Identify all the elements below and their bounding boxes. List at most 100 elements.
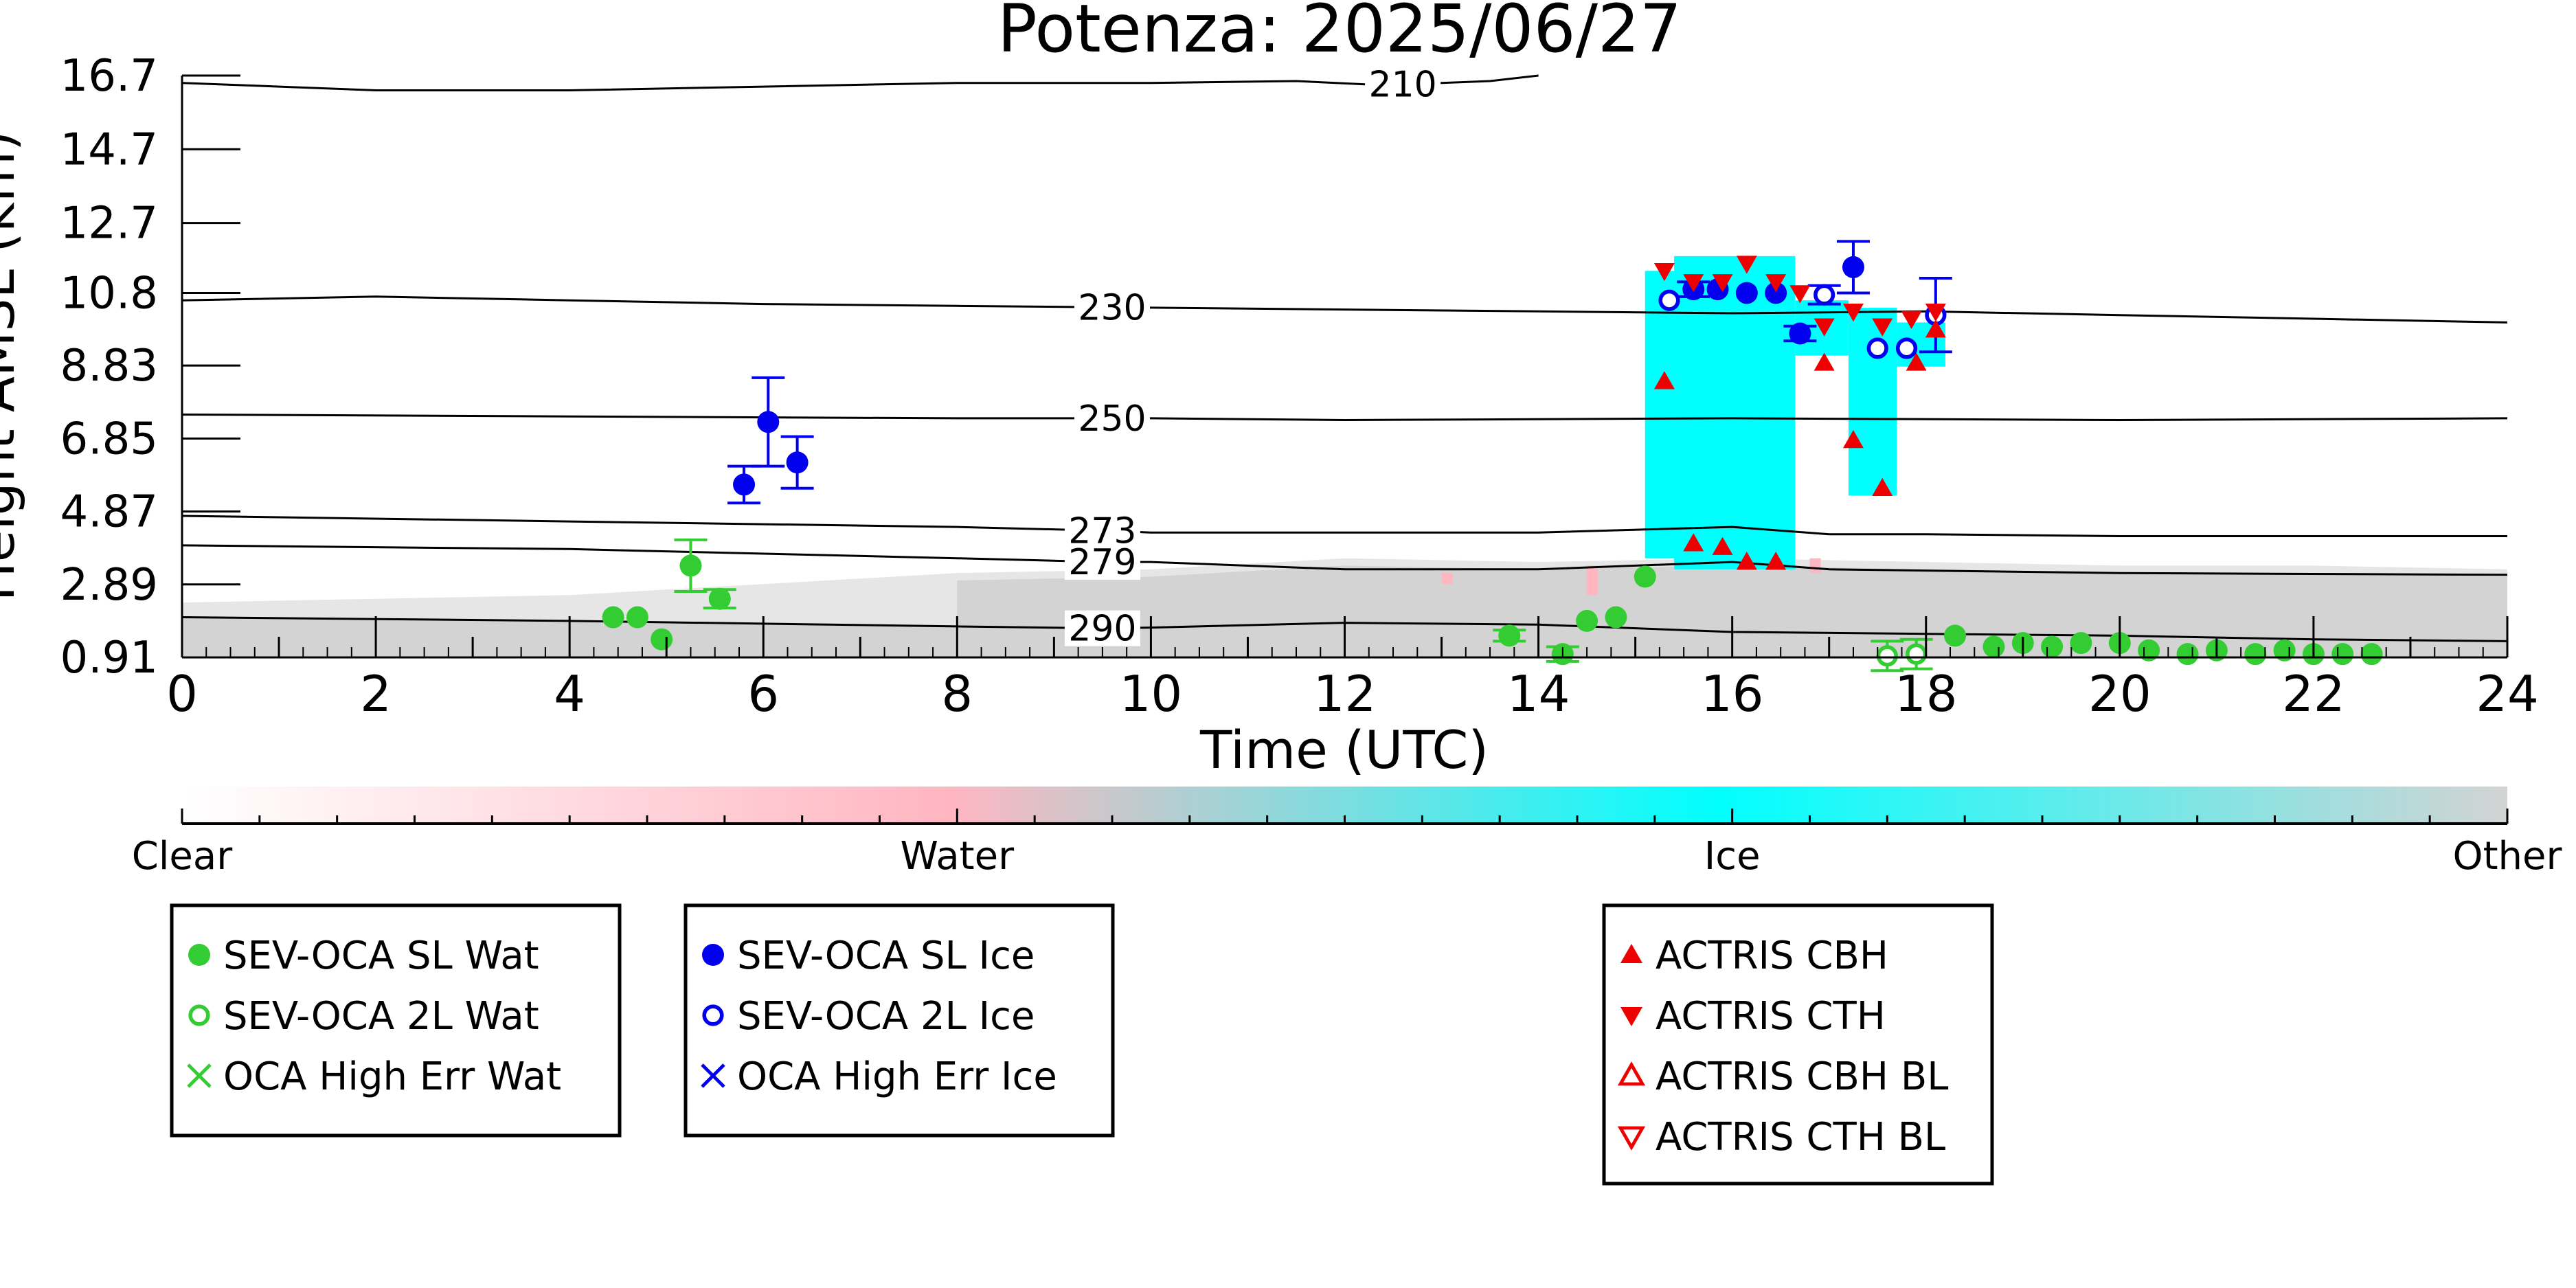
x-tick-label: 4: [554, 665, 585, 723]
legend-marker: [702, 944, 724, 966]
legend-marker: [188, 944, 210, 966]
series-actris-cbh: [1653, 319, 1946, 570]
x-tick-label: 2: [360, 665, 392, 723]
data-point: [1842, 430, 1864, 449]
isotherm-label-bg: [1064, 544, 1140, 580]
legend-entry: SEV-OCA 2L Ice: [737, 994, 1035, 1039]
data-point: [1498, 624, 1521, 647]
legend-entry: ACTRIS CBH: [1656, 934, 1888, 978]
colorbar: Clear Water Ice Other: [132, 787, 2563, 879]
data-point: [757, 411, 780, 433]
data-point: [1683, 533, 1704, 552]
legend-entry: SEV-OCA 2L Wat: [223, 994, 539, 1039]
series-sev-oca-2l-wat: [1871, 637, 1933, 673]
isotherm-line: [181, 515, 2507, 537]
data-point: [733, 473, 756, 496]
data-point: [1814, 318, 1835, 337]
y-tick-label: 6.85: [60, 414, 159, 464]
data-point: [602, 606, 624, 629]
colorbar-label: Ice: [1704, 834, 1761, 879]
x-tick-label: 0: [166, 665, 198, 723]
data-point: [1906, 643, 1928, 665]
legend-frame: [1602, 903, 1994, 1186]
data-point: [1712, 274, 1733, 293]
y-tick-label: 16.7: [60, 51, 159, 102]
data-point: [1895, 337, 1918, 359]
data-point: [1765, 552, 1787, 570]
legend-entry: ACTRIS CBH BL: [1656, 1054, 1948, 1099]
data-point: [2070, 632, 2092, 655]
series-sev-oca-sl-wat: [602, 538, 2383, 666]
data-point: [1876, 645, 1898, 667]
data-point: [626, 606, 648, 629]
data-point: [1866, 337, 1888, 359]
legend-marker: [188, 1004, 210, 1026]
legends: SEV-OCA SL Wat SEV-OCA 2L Wat OCA High Err…: [170, 903, 1994, 1186]
chart-title: Potenza: 2025/06/27: [997, 0, 1682, 67]
colorbar-ticks: [181, 809, 2509, 824]
x-axis-label: Time (UTC): [1199, 719, 1489, 780]
isotherm-label: 279: [1068, 542, 1136, 583]
legend-entry: OCA High Err Ice: [737, 1054, 1057, 1099]
data-point: [2331, 643, 2354, 666]
data-point: [1982, 635, 2005, 658]
data-point: [786, 451, 809, 474]
data-point: [651, 628, 673, 651]
data-point: [1765, 282, 1787, 304]
data-point: [2244, 643, 2267, 666]
isotherm-label-bg: [1064, 512, 1140, 549]
legend-entry: OCA High Err Wat: [223, 1054, 561, 1099]
legend-box-1: SEV-OCA SL Wat SEV-OCA 2L Wat OCA High Err…: [170, 903, 622, 1138]
data-point: [1842, 256, 1864, 278]
colorbar-labels: Clear Water Ice Other: [132, 834, 2563, 879]
x-tick-label: 20: [2088, 665, 2151, 723]
isotherm-line: [181, 616, 2508, 642]
legend-box-3: ACTRIS CBH ACTRIS CTH ACTRIS CBH BL ACTRIS …: [1602, 903, 1994, 1186]
legend-box-2: SEV-OCA SL Ice SEV-OCA 2L Ice OCA High Err…: [683, 903, 1115, 1138]
series-sev-oca-sl-ice: [727, 240, 1870, 505]
x-ticks: 0 2 4 6 8 10 12 14 16 18 20 22 24: [166, 616, 2539, 723]
data-point: [679, 554, 702, 577]
colorbar-label: Water: [901, 834, 1015, 879]
isotherm-line: [181, 544, 2508, 576]
data-point: [1789, 322, 1811, 345]
x-tick-label: 12: [1313, 665, 1377, 723]
legend-entry: SEV-OCA SL Wat: [223, 934, 539, 978]
legend-entry: SEV-OCA SL Ice: [737, 934, 1035, 978]
data-point: [1901, 310, 1922, 330]
y-tick-label: 4.87: [60, 487, 159, 538]
data-point: [1576, 609, 1598, 632]
data-point: [1789, 285, 1811, 304]
data-point: [1605, 606, 1627, 629]
ice-cloud-region: [1674, 256, 1796, 569]
colorbar-label: Clear: [132, 834, 233, 879]
x-tick-label: 18: [1895, 665, 1958, 723]
legend-marker: [1620, 944, 1642, 963]
data-point: [1658, 289, 1680, 311]
colorbar-label: Other: [2452, 834, 2562, 879]
x-tick-label: 16: [1701, 665, 1764, 723]
x-tick-label: 10: [1120, 665, 1183, 723]
ice-cloud-region: [1645, 271, 1675, 558]
isotherm-label-bg: [1074, 400, 1150, 436]
x-tick-label: 8: [941, 665, 973, 723]
data-point: [1683, 274, 1704, 293]
isotherm-label: 250: [1078, 398, 1146, 440]
isotherm-label: 290: [1068, 609, 1136, 650]
data-point: [1736, 256, 1757, 274]
legend-marker: [1617, 1126, 1646, 1151]
data-point: [1765, 274, 1787, 293]
x-tick-label: 22: [2282, 665, 2345, 723]
data-point: [1735, 282, 1758, 304]
isotherm-line: [181, 295, 2508, 324]
water-streak: [1809, 558, 1821, 574]
water-streak: [1587, 565, 1598, 596]
legend-frame: [170, 903, 622, 1138]
x-tick-label: 14: [1507, 665, 1570, 723]
y-tick-label: 12.7: [60, 199, 159, 249]
isotherm-label-bg: [1064, 610, 1140, 646]
y-tick-label: 8.83: [60, 341, 159, 392]
x-tick-label: 6: [747, 665, 779, 723]
data-point: [1872, 318, 1893, 337]
legend-entry: ACTRIS CTH: [1656, 994, 1886, 1039]
